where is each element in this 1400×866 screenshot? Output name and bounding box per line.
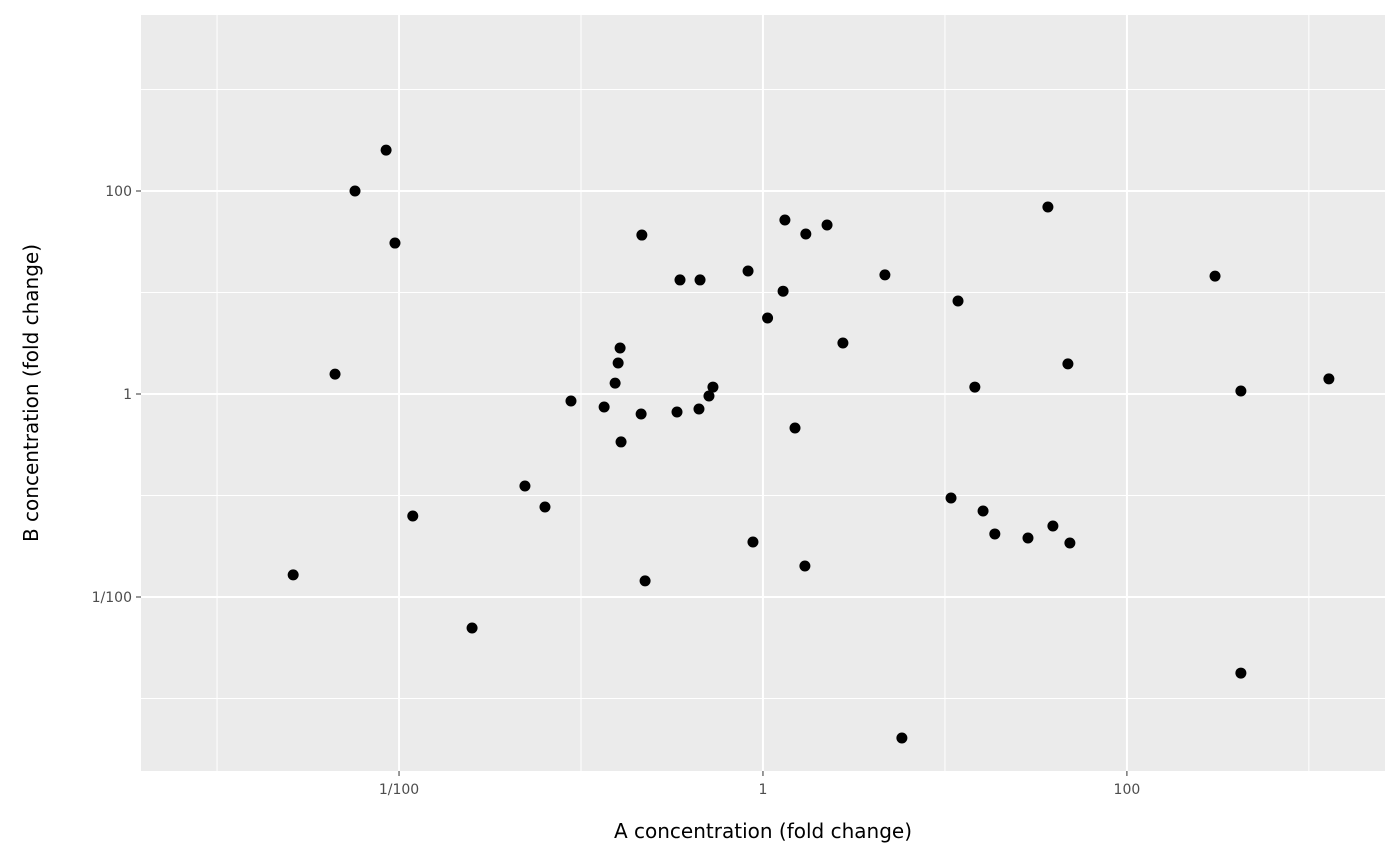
x-tick-label: 1/100 bbox=[379, 782, 419, 798]
y-axis-title: B concentration (fold change) bbox=[19, 244, 43, 542]
data-point bbox=[879, 269, 891, 281]
data-point bbox=[1323, 373, 1335, 385]
gridlines bbox=[141, 15, 1385, 771]
data-points bbox=[287, 144, 1335, 744]
data-point bbox=[671, 406, 683, 418]
data-point bbox=[389, 237, 401, 249]
x-tick-label: 1 bbox=[759, 782, 768, 798]
data-point bbox=[329, 368, 341, 380]
data-point bbox=[1064, 537, 1076, 549]
data-point bbox=[989, 528, 1001, 540]
y-tick-label: 1/100 bbox=[92, 590, 132, 606]
data-point bbox=[945, 492, 957, 504]
data-point bbox=[636, 229, 648, 241]
y-tick-label: 100 bbox=[105, 184, 132, 200]
y-tick-label: 1 bbox=[123, 387, 132, 403]
data-point bbox=[707, 381, 719, 393]
data-point bbox=[762, 312, 774, 324]
data-point bbox=[609, 377, 621, 389]
y-axis-ticks: 1/100 1 100 bbox=[92, 184, 141, 606]
data-point bbox=[777, 285, 789, 297]
x-axis-ticks: 1/100 1 100 bbox=[379, 771, 1140, 798]
x-tick-label: 100 bbox=[1114, 782, 1141, 798]
data-point bbox=[407, 510, 419, 522]
data-point bbox=[789, 422, 801, 434]
data-point bbox=[1209, 270, 1221, 282]
data-point bbox=[703, 390, 715, 402]
data-point bbox=[799, 560, 811, 572]
data-point bbox=[742, 265, 754, 277]
data-point bbox=[1022, 532, 1034, 544]
data-point bbox=[779, 214, 791, 226]
data-point bbox=[952, 295, 964, 307]
data-point bbox=[612, 357, 624, 369]
data-point bbox=[1062, 358, 1074, 370]
data-point bbox=[349, 185, 361, 197]
data-point bbox=[693, 403, 705, 415]
data-point bbox=[1042, 201, 1054, 213]
data-point bbox=[977, 505, 989, 517]
data-point bbox=[1047, 520, 1059, 532]
data-point bbox=[287, 569, 299, 581]
data-point bbox=[615, 436, 627, 448]
data-point bbox=[539, 501, 551, 513]
data-point bbox=[674, 274, 686, 286]
data-point bbox=[635, 408, 647, 420]
data-point bbox=[519, 480, 531, 492]
data-point bbox=[747, 536, 759, 548]
data-point bbox=[565, 395, 577, 407]
x-axis-title: A concentration (fold change) bbox=[614, 819, 912, 843]
data-point bbox=[1235, 667, 1247, 679]
data-point bbox=[466, 622, 478, 634]
data-point bbox=[639, 575, 651, 587]
data-point bbox=[614, 342, 626, 354]
data-point bbox=[800, 228, 812, 240]
data-point bbox=[694, 274, 706, 286]
data-point bbox=[1235, 385, 1247, 397]
data-point bbox=[969, 381, 981, 393]
data-point bbox=[598, 401, 610, 413]
data-point bbox=[896, 732, 908, 744]
data-point bbox=[380, 144, 392, 156]
data-point bbox=[837, 337, 849, 349]
data-point bbox=[821, 219, 833, 231]
